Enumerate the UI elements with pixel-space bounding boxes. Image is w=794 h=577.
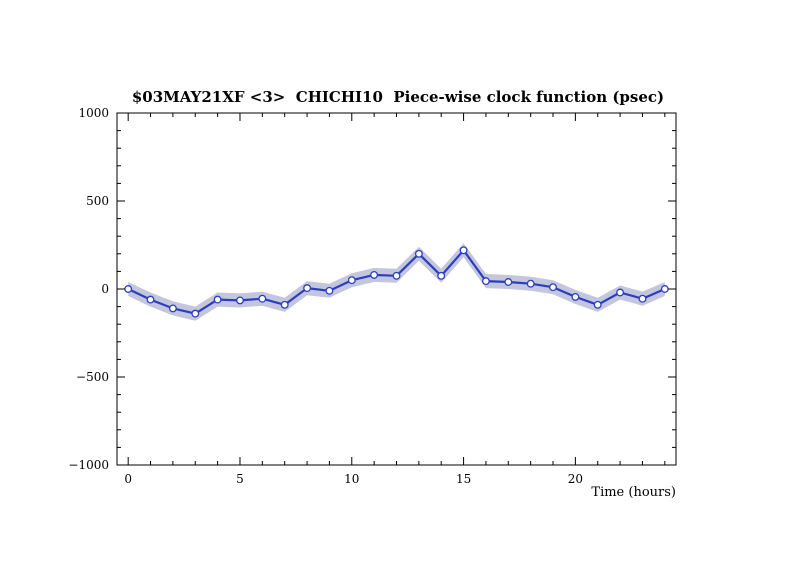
data-point <box>258 294 267 303</box>
plot-frame <box>116 112 677 466</box>
x-tick-label: 20 <box>568 472 583 486</box>
data-point <box>616 288 625 297</box>
x-tick-label: 10 <box>344 472 359 486</box>
data-point <box>481 277 490 286</box>
uncertainty-band <box>128 243 665 321</box>
data-point <box>593 300 602 309</box>
x-axis-label: Time (hours) <box>591 485 676 500</box>
data-point <box>571 292 580 301</box>
x-tick-label: 5 <box>236 472 244 486</box>
chart-title: $03MAY21XF <3> CHICHI10 Piece-wise clock… <box>132 88 664 106</box>
data-point <box>414 249 423 258</box>
y-tick-label: 0 <box>101 282 109 296</box>
data-point <box>392 271 401 280</box>
data-point <box>347 276 356 285</box>
x-tick-label: 0 <box>124 472 132 486</box>
y-tick-label: −500 <box>76 370 109 384</box>
x-tick-label: 15 <box>456 472 471 486</box>
data-point <box>124 285 133 293</box>
data-point <box>504 278 513 286</box>
uncertainty-band-layer <box>128 243 665 321</box>
y-tick-label: 500 <box>86 194 109 208</box>
axis-layer: 0 5 10 15 20 1000 500 0 −500 −1000 <box>68 106 677 486</box>
data-point <box>236 296 244 305</box>
y-tick-label: 1000 <box>78 106 109 120</box>
data-point <box>303 284 312 293</box>
data-point <box>213 295 222 304</box>
y-tick-label: −1000 <box>68 458 109 472</box>
data-point <box>280 300 289 309</box>
data-point <box>325 286 334 295</box>
data-point <box>146 295 155 304</box>
data-point <box>191 309 200 318</box>
data-point <box>549 283 557 292</box>
data-point <box>437 271 446 280</box>
series-layer <box>124 246 669 318</box>
data-point <box>660 285 669 293</box>
data-point <box>370 270 379 279</box>
data-point <box>459 246 468 255</box>
data-point <box>526 279 535 288</box>
data-point <box>638 294 647 303</box>
data-point <box>168 304 177 313</box>
